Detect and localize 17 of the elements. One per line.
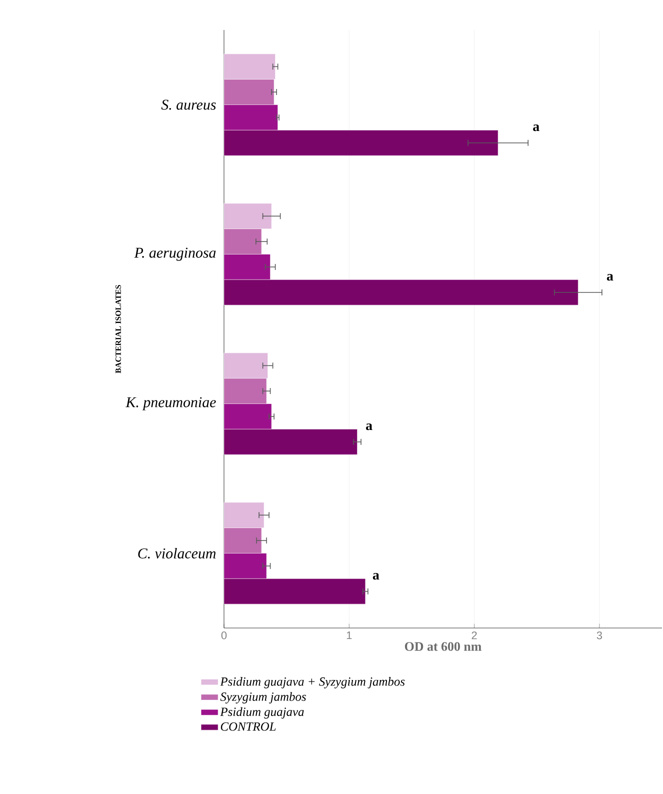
y-tick-label: K. pneumoniae: [126, 397, 216, 410]
x-axis-title: OD at 600 nm: [404, 642, 482, 651]
x-tick-label: 2: [472, 632, 477, 640]
annotation: a: [366, 423, 372, 430]
x-tick-label: 3: [596, 632, 602, 640]
y-tick-label: C. violaceum: [138, 548, 216, 559]
annotation: a: [372, 572, 380, 580]
y-tick-label: P. aeruginosa: [134, 248, 216, 261]
annotation: a: [606, 274, 614, 281]
x-tick-label: 0: [221, 632, 227, 640]
annotation: a: [533, 124, 540, 132]
legend-label: CONTROL: [220, 722, 276, 731]
y-tick-label: S. aureus: [161, 100, 216, 110]
legend-label: Psidium guajava + Syzygium jambos: [220, 677, 405, 688]
legend-label: Psidium guajava: [220, 707, 304, 719]
x-tick-label: 1: [346, 632, 352, 640]
legend-label: Syzygium jambos: [220, 692, 306, 704]
